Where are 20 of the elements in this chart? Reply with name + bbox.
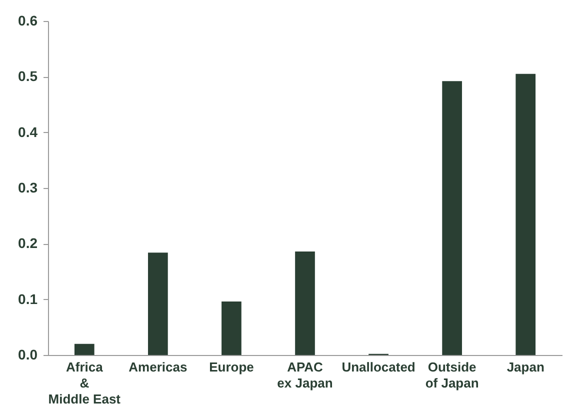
x-tick-label: APAC ex Japan — [277, 360, 333, 390]
x-tick-label: Africa & Middle East — [48, 360, 122, 406]
y-tick-label: 0.6 — [18, 12, 38, 28]
bar — [148, 252, 168, 355]
x-tick-label: Americas — [128, 360, 188, 374]
bar — [516, 74, 536, 355]
x-tick-label: Europe — [209, 360, 254, 374]
x-tick-label: Outside of Japan — [425, 360, 479, 390]
x-tick-label: Unallocated — [342, 360, 416, 374]
y-tick-label: 0.5 — [18, 68, 38, 84]
bar — [222, 302, 242, 355]
bar — [74, 344, 94, 355]
x-tick-label: Japan — [506, 360, 544, 374]
y-tick-label: 0.2 — [18, 235, 38, 252]
y-tick-label: 0.0 — [18, 346, 38, 362]
y-tick-label: 0.1 — [18, 290, 38, 307]
y-tick-label: 0.4 — [18, 124, 38, 140]
y-tick-label: 0.3 — [18, 180, 38, 196]
bar — [442, 81, 462, 355]
bar — [295, 251, 315, 355]
